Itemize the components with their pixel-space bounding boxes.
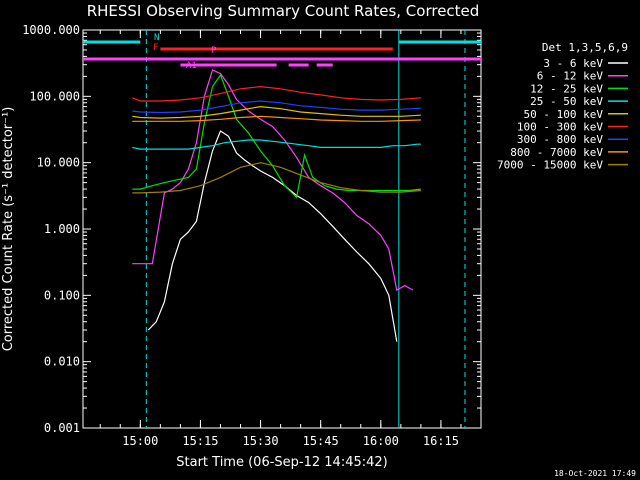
y-tick-label: 1.000 <box>44 222 80 236</box>
y-tick-label: 10.000 <box>37 156 80 170</box>
legend-label: 300 - 800 keV <box>517 133 603 146</box>
x-tick-label: 15:30 <box>242 434 278 448</box>
x-tick-label: 15:45 <box>303 434 339 448</box>
flag-label-n: N <box>154 33 159 43</box>
y-tick-label: 0.010 <box>44 355 80 369</box>
flag-bars <box>83 40 481 67</box>
legend-label: 3 - 6 keV <box>543 57 603 70</box>
legend-label: 12 - 25 keV <box>530 82 603 95</box>
y-axis: 0.001 0.010 0.100 1.000 10.000 100.000 1000.00… <box>22 23 481 435</box>
series-line-0 <box>147 130 398 342</box>
plot-frame <box>82 29 482 429</box>
flag-label-p: P <box>211 46 217 56</box>
series-line-7 <box>132 115 421 122</box>
legend-title: Det 1,3,5,6,9 <box>542 41 628 54</box>
y-tick-label: 0.001 <box>44 421 80 435</box>
series-line-2 <box>132 73 421 199</box>
legend-label: 7000 - 15000 keV <box>497 159 603 172</box>
x-tick-label: 16:00 <box>363 434 399 448</box>
series-lines <box>132 69 421 342</box>
y-tick-label: 1000.000 <box>22 23 80 37</box>
y-tick-label: 100.000 <box>29 89 80 103</box>
flag-label-a: A1 <box>186 61 197 71</box>
y-tick-label: 0.100 <box>44 288 80 302</box>
y-axis-label: Corrected Count Rate (s⁻¹ detector⁻¹) <box>1 107 16 352</box>
legend-label: 50 - 100 keV <box>524 108 604 121</box>
footer-timestamp: 18-Oct-2021 17:49 <box>554 469 636 478</box>
legend-label: 800 - 7000 keV <box>510 146 603 159</box>
x-axis-label: Start Time (06-Sep-12 14:45:42) <box>176 455 387 470</box>
flag-label-f: F <box>153 43 158 53</box>
legend-label: 6 - 12 keV <box>537 70 604 83</box>
legend-label: 25 - 50 keV <box>530 95 603 108</box>
x-axis: 15:00 15:15 15:30 15:45 16:00 16:15 <box>99 30 482 448</box>
series-line-6 <box>132 100 421 114</box>
series-line-1 <box>132 69 414 292</box>
series-line-4 <box>132 105 421 119</box>
chart-title: RHESSI Observing Summary Count Rates, Co… <box>87 2 480 20</box>
legend-label: 100 - 300 keV <box>517 121 603 134</box>
series-line-5 <box>132 85 421 102</box>
series-line-3 <box>132 139 421 150</box>
series-line-8 <box>132 162 421 194</box>
x-tick-label: 15:15 <box>182 434 218 448</box>
x-tick-label: 15:00 <box>122 434 158 448</box>
vertical-markers <box>145 30 466 428</box>
x-tick-label: 16:15 <box>423 434 459 448</box>
